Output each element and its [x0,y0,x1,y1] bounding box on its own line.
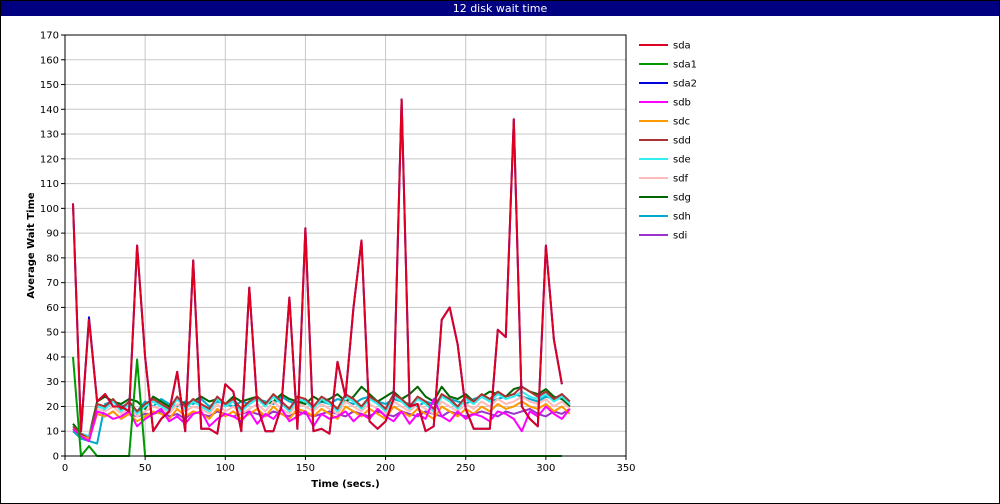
y-tick-label: 20 [46,402,59,413]
x-tick-label: 350 [616,463,635,474]
y-tick-label: 30 [46,377,59,388]
y-tick-label: 140 [40,105,59,116]
y-tick-label: 120 [40,154,59,165]
y-tick-label: 70 [46,278,59,289]
legend-label-sdb: sdb [673,98,691,109]
x-tick-label: 50 [139,463,152,474]
x-tick-label: 300 [536,463,555,474]
y-tick-label: 110 [40,179,59,190]
series-line-sdd [72,385,571,440]
series-lines [72,98,571,457]
legend-label-sdg: sdg [673,193,691,204]
legend-label-sda2: sda2 [673,79,697,90]
y-tick-label: 130 [40,130,59,141]
legend-label-sdi: sdi [673,231,687,242]
y-tick-label: 10 [46,427,59,438]
y-tick-label: 50 [46,328,59,339]
series-line-sdg [72,385,571,438]
x-axis-title: Time (secs.) [311,479,380,490]
legend-label-sdf: sdf [673,174,689,185]
legend-label-sda1: sda1 [673,60,697,71]
x-tick-label: 100 [216,463,235,474]
legend-label-sdh: sdh [673,212,691,223]
y-axis-title: Average Wait Time [26,192,37,299]
legend-label-sdd: sdd [673,136,691,147]
series-line-sde [72,390,571,438]
y-tick-label: 100 [40,204,59,215]
series-line-sdb [72,398,571,443]
y-tick-label: 160 [40,55,59,66]
y-tick-label: 0 [53,452,59,463]
legend-label-sda: sda [673,41,691,52]
y-tick-label: 150 [40,80,59,91]
y-tick-label: 170 [40,31,59,42]
series-line-sdf [72,395,571,438]
y-tick-label: 60 [46,303,59,314]
legend-label-sde: sde [673,155,691,166]
chart-title: 12 disk wait time [1,1,999,16]
y-tick-label: 90 [46,229,59,240]
legend-label-sdc: sdc [673,117,690,128]
x-tick-label: 250 [456,463,475,474]
series-line-sda [72,98,563,435]
x-tick-label: 200 [376,463,395,474]
y-tick-label: 40 [46,352,59,363]
x-tick-label: 0 [62,463,68,474]
x-tick-label: 150 [296,463,315,474]
plot-border [64,34,627,457]
legend: sda sda1 sda2 sdb sdc sdd sde sdf sdg sdh sdi [639,41,697,242]
y-tick-label: 80 [46,253,59,264]
tick-labels: 0 10 20 30 40 50 60 70 80 90 100 110 120 130 140 150 160… [40,31,636,475]
axes [61,34,627,460]
